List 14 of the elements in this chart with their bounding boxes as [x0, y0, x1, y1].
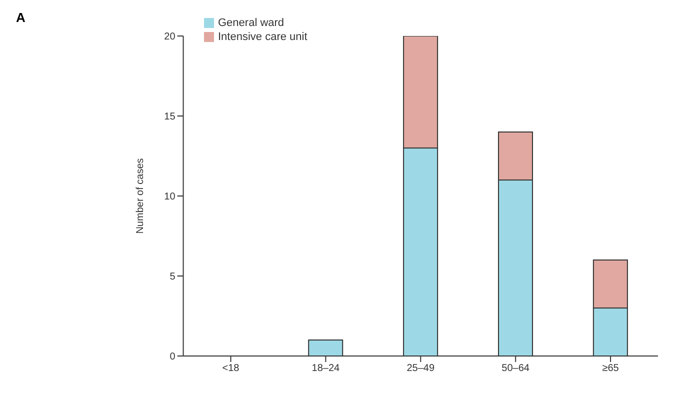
y-tick-label: 0 [170, 352, 176, 363]
y-tick-label: 20 [164, 32, 176, 43]
y-tick-label: 5 [170, 272, 176, 283]
y-tick-label: 15 [164, 112, 176, 123]
x-tick-label: 25–49 [406, 363, 435, 374]
x-tick-label: 50–64 [502, 363, 530, 374]
legend-label: General ward [218, 17, 284, 29]
x-tick-label: 18–24 [312, 363, 340, 374]
y-tick-label: 10 [164, 192, 176, 203]
x-tick-label: ≥65 [602, 363, 620, 374]
text: A [16, 10, 26, 25]
legend-label: Intensive care unit [218, 31, 308, 43]
y-axis-title: Number of cases [134, 158, 146, 234]
x-tick-label: <18 [222, 363, 240, 374]
